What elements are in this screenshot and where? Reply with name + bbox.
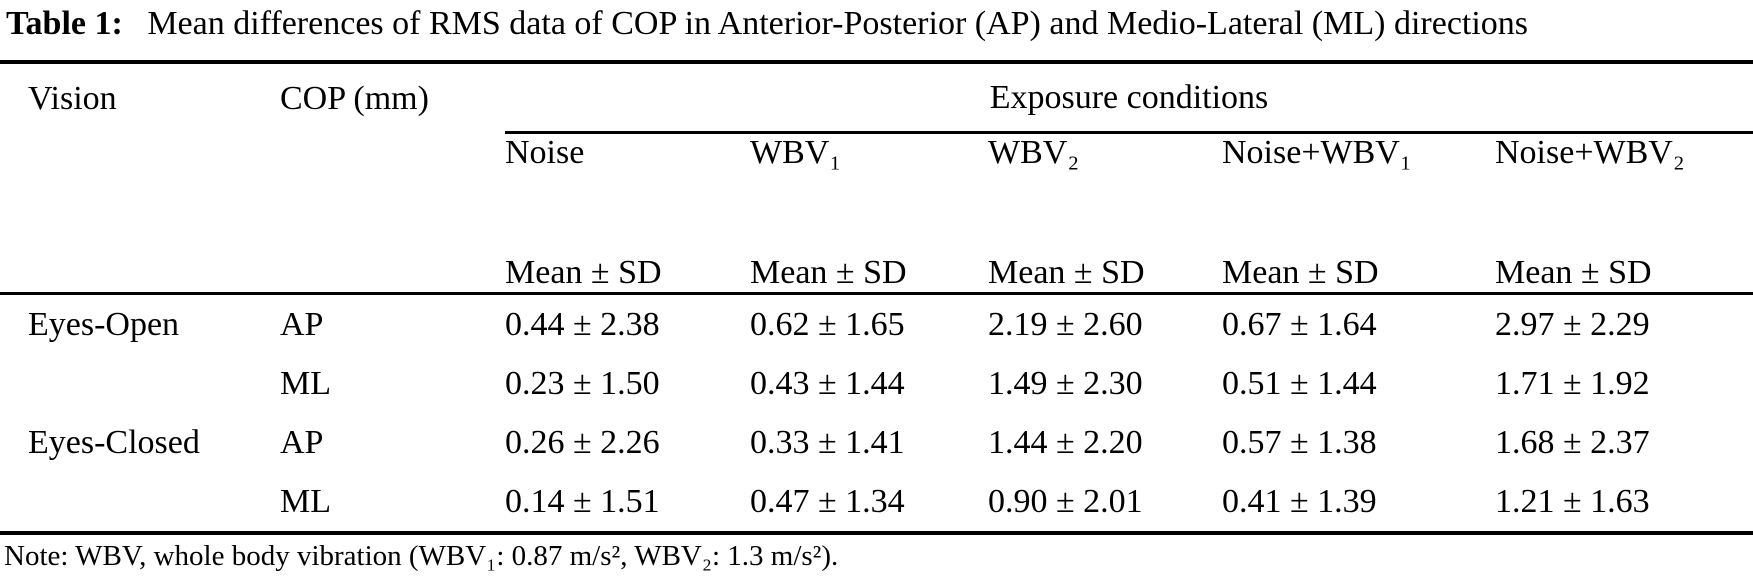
col-header-vision: Vision — [28, 80, 117, 117]
col-header-noise: Noise — [505, 134, 585, 171]
cell-direction: ML — [280, 482, 331, 520]
cell-value: 0.41 ± 1.39 — [1222, 482, 1377, 520]
col-header-noise-wbv2: Noise+WBV₂ — [1495, 134, 1685, 171]
cell-direction: AP — [280, 305, 324, 343]
header-row-conditions: Noise WBV₁ WBV₂ Noise+WBV₁ Noise+WBV₂ — [0, 134, 1753, 208]
table-caption: Table 1: Mean differences of RMS data of… — [0, 0, 1753, 60]
cell-value: 0.67 ± 1.64 — [1222, 305, 1377, 343]
cell-value: 1.49 ± 2.30 — [988, 364, 1143, 402]
cell-value: 0.90 ± 2.01 — [988, 482, 1143, 520]
cell-value: 0.14 ± 1.51 — [505, 482, 660, 520]
table-row: ML 0.14 ± 1.51 0.47 ± 1.34 0.90 ± 2.01 0… — [0, 472, 1753, 533]
col-header-exposure-label: Exposure conditions — [505, 64, 1753, 134]
col-header-wbv1: WBV₁ — [750, 134, 842, 171]
empty-cell — [252, 134, 477, 208]
cell-value: 0.47 ± 1.34 — [750, 482, 905, 520]
cell-value: 0.51 ± 1.44 — [1222, 364, 1377, 402]
subheader-mean-sd: Mean ± SD — [477, 208, 722, 295]
subheader-mean-sd: Mean ± SD — [960, 208, 1194, 295]
header-row-groups: Vision COP (mm) Exposure conditions — [0, 62, 1753, 134]
cell-vision: Eyes-Open — [28, 305, 180, 343]
table-row: ML 0.23 ± 1.50 0.43 ± 1.44 1.49 ± 2.30 0… — [0, 354, 1753, 413]
col-header-wbv2: WBV₂ — [988, 134, 1080, 171]
table-row: Eyes-Open AP 0.44 ± 2.38 0.62 ± 1.65 2.1… — [0, 294, 1753, 355]
cell-value: 2.19 ± 2.60 — [988, 305, 1143, 343]
cell-value: 0.23 ± 1.50 — [505, 364, 660, 402]
table-caption-label: Table 1: — [6, 5, 123, 42]
cell-value: 0.62 ± 1.65 — [750, 305, 905, 343]
cell-value: 0.44 ± 2.38 — [505, 305, 660, 343]
empty-cell — [252, 208, 477, 295]
cell-direction: ML — [280, 364, 331, 402]
cell-value: 2.97 ± 2.29 — [1495, 305, 1650, 343]
subheader-mean-sd: Mean ± SD — [722, 208, 960, 295]
table-caption-text: Mean differences of RMS data of COP in A… — [147, 5, 1529, 42]
data-table: Vision COP (mm) Exposure conditions Nois… — [0, 60, 1753, 535]
col-header-exposure-group: Exposure conditions — [477, 62, 1753, 134]
col-header-noise-wbv1: Noise+WBV₁ — [1222, 134, 1412, 171]
empty-cell — [0, 208, 252, 295]
table-row: Eyes-Closed AP 0.26 ± 2.26 0.33 ± 1.41 1… — [0, 413, 1753, 472]
cell-value: 0.33 ± 1.41 — [750, 423, 905, 461]
cell-vision: Eyes-Closed — [28, 423, 200, 461]
cell-vision — [0, 472, 252, 533]
subheader-mean-sd: Mean ± SD — [1194, 208, 1467, 295]
cell-value: 1.44 ± 2.20 — [988, 423, 1143, 461]
empty-cell — [0, 134, 252, 208]
cell-value: 0.57 ± 1.38 — [1222, 423, 1377, 461]
cell-value: 1.71 ± 1.92 — [1495, 364, 1650, 402]
subheader-mean-sd: Mean ± SD — [1467, 208, 1753, 295]
col-header-cop: COP (mm) — [280, 80, 429, 117]
cell-value: 1.21 ± 1.63 — [1495, 482, 1650, 520]
cell-vision — [0, 354, 252, 413]
cell-value: 1.68 ± 2.37 — [1495, 423, 1650, 461]
cell-value: 0.26 ± 2.26 — [505, 423, 660, 461]
header-row-stat: Mean ± SD Mean ± SD Mean ± SD Mean ± SD … — [0, 208, 1753, 295]
table-note: Note: WBV, whole body vibration (WBV₁: 0… — [4, 540, 839, 572]
cell-value: 0.43 ± 1.44 — [750, 364, 905, 402]
cell-direction: AP — [280, 423, 324, 461]
